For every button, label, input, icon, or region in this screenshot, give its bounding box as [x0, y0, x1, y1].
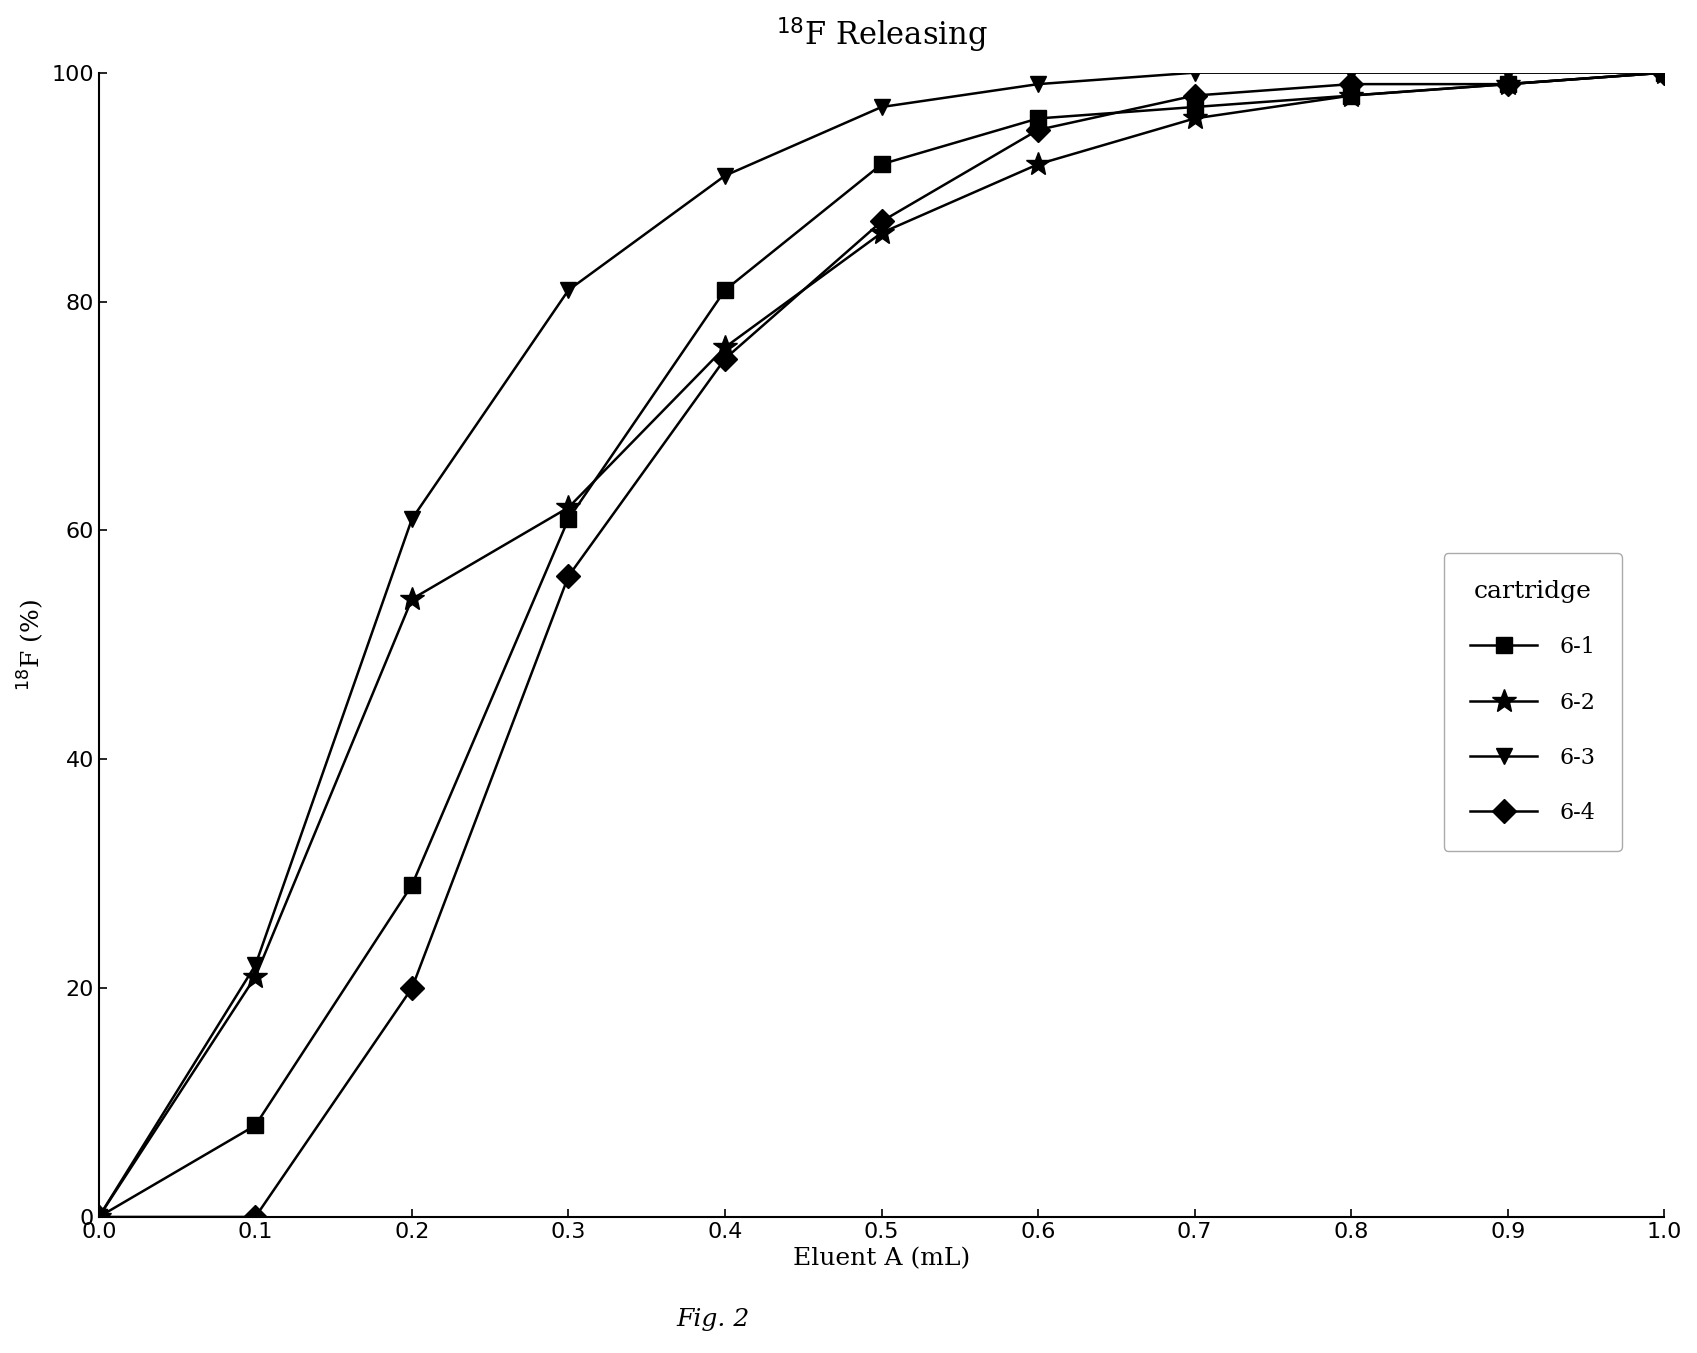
6-3: [871, 99, 891, 115]
6-2: [714, 340, 735, 356]
6-1: [1341, 88, 1361, 104]
6-1: [714, 281, 735, 298]
6-1: [402, 877, 423, 893]
Y-axis label: $^{18}$F (%): $^{18}$F (%): [15, 599, 46, 690]
6-4: [1028, 122, 1049, 138]
6-1: [1028, 111, 1049, 127]
6-3: [1185, 65, 1205, 81]
6-3: [88, 1208, 109, 1224]
6-1: [1655, 65, 1675, 81]
6-2: [1341, 88, 1361, 104]
6-3: [244, 957, 265, 973]
6-2: [1185, 111, 1205, 127]
6-3: [1341, 65, 1361, 81]
6-4: [1341, 76, 1361, 92]
6-2: [1028, 156, 1049, 172]
Legend: 6-1, 6-2, 6-3, 6-4: 6-1, 6-2, 6-3, 6-4: [1444, 553, 1622, 851]
6-2: [402, 591, 423, 607]
6-4: [402, 980, 423, 996]
Line: 6-4: 6-4: [90, 65, 1673, 1226]
6-3: [1028, 76, 1049, 92]
6-1: [244, 1118, 265, 1134]
Line: 6-3: 6-3: [90, 65, 1673, 1226]
6-2: [558, 499, 579, 515]
6-2: [1655, 65, 1675, 81]
6-1: [871, 156, 891, 172]
6-2: [871, 225, 891, 241]
Line: 6-1: 6-1: [90, 65, 1673, 1226]
6-4: [88, 1208, 109, 1224]
6-3: [714, 168, 735, 184]
6-2: [244, 969, 265, 985]
6-2: [1497, 76, 1517, 92]
6-3: [1655, 65, 1675, 81]
6-2: [88, 1208, 109, 1224]
6-4: [871, 214, 891, 230]
6-1: [1497, 76, 1517, 92]
6-4: [1185, 88, 1205, 104]
6-1: [1185, 99, 1205, 115]
6-4: [714, 350, 735, 367]
6-4: [244, 1208, 265, 1224]
X-axis label: Eluent A (mL): Eluent A (mL): [792, 1247, 971, 1270]
6-3: [1497, 65, 1517, 81]
6-3: [402, 511, 423, 528]
6-4: [1497, 76, 1517, 92]
6-3: [558, 281, 579, 298]
Line: 6-2: 6-2: [87, 60, 1677, 1230]
Title: $^{18}$F Releasing: $^{18}$F Releasing: [776, 15, 988, 54]
6-4: [558, 568, 579, 584]
Text: Fig. 2: Fig. 2: [675, 1308, 750, 1331]
6-4: [1655, 65, 1675, 81]
6-1: [88, 1208, 109, 1224]
6-1: [558, 511, 579, 528]
